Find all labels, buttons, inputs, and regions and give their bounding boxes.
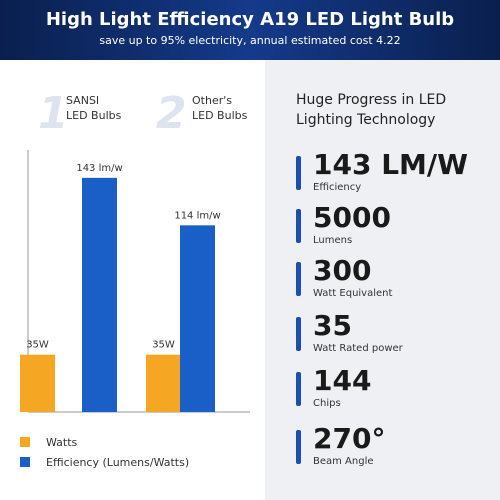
spec-label: Watt Rated power xyxy=(313,343,403,354)
spec-label: Chips xyxy=(313,398,341,409)
value-label: 143 lm/w xyxy=(76,163,122,174)
spec-bar xyxy=(296,156,301,190)
legend-swatch xyxy=(20,437,30,447)
bar xyxy=(82,177,117,412)
legend-swatch xyxy=(20,457,30,467)
value-label: 35W xyxy=(26,340,49,351)
subtitle: save up to 95% electricity, annual estim… xyxy=(99,34,401,47)
category-label: SANSI LED Bulbs xyxy=(66,94,122,122)
title: High Light Efficiency A19 LED Light Bulb xyxy=(45,9,455,30)
bar xyxy=(146,354,181,412)
spec-bar xyxy=(296,209,301,243)
spec-label: Lumens xyxy=(313,235,353,246)
legend-label: Watts xyxy=(46,436,78,449)
bar xyxy=(20,354,55,412)
spec-bar xyxy=(296,372,301,406)
spec-label: Efficiency xyxy=(313,182,362,193)
spec-label: Watt Equivalent xyxy=(313,288,393,299)
spec-panel: Huge Progress in LED Lighting Technology… xyxy=(265,60,500,500)
spec-value: 35 xyxy=(313,309,352,342)
spec-value: 144 xyxy=(313,364,372,397)
spec-heading: Huge Progress in LED Lighting Technology xyxy=(296,92,447,128)
value-label: 35W xyxy=(152,340,175,351)
spec-bar xyxy=(296,262,301,296)
spec-bar xyxy=(296,317,301,351)
spec-bar xyxy=(296,430,301,464)
bar xyxy=(180,225,215,412)
category-label: Other's LED Bulbs xyxy=(192,94,248,122)
spec-value: 300 xyxy=(313,254,372,287)
legend-label: Efficiency (Lumens/Watts) xyxy=(46,456,189,469)
category-number: 1 xyxy=(38,88,69,139)
spec-value: 270° xyxy=(313,422,386,455)
spec-value: 5000 xyxy=(313,201,391,234)
value-label: 114 lm/w xyxy=(174,210,220,221)
spec-label: Beam Angle xyxy=(313,456,374,467)
category-number: 2 xyxy=(156,88,187,139)
header: High Light Efficiency A19 LED Light Bulb… xyxy=(0,0,500,60)
spec-value: 143 LM/W xyxy=(313,148,469,181)
